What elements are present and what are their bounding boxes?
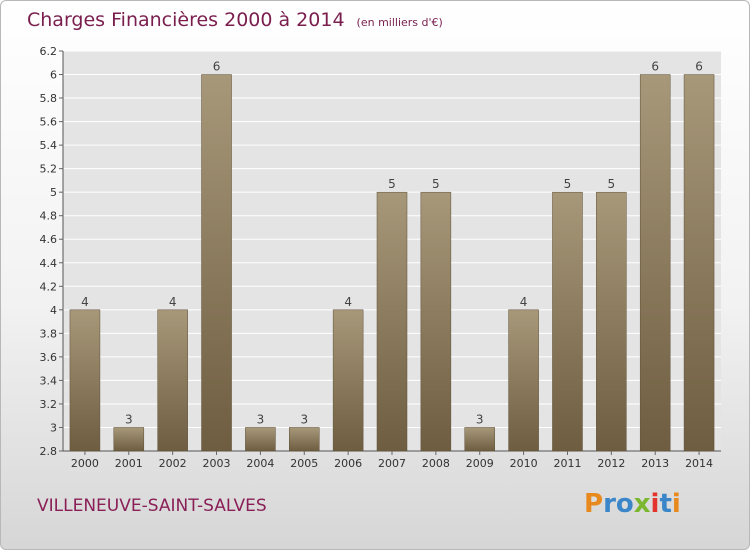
- bar-value-label: 6: [695, 60, 703, 74]
- bar-value-label: 3: [257, 412, 265, 426]
- x-tick-label: 2007: [378, 457, 406, 470]
- y-tick-label: 3: [50, 421, 57, 434]
- y-tick-label: 5.8: [40, 92, 58, 105]
- y-tick-label: 3.4: [40, 374, 58, 387]
- y-tick-label: 4.8: [40, 210, 58, 223]
- x-tick-label: 2010: [510, 457, 538, 470]
- bar: [113, 427, 145, 452]
- x-tick-label: 2003: [203, 457, 231, 470]
- logo-letter: P: [584, 489, 604, 519]
- x-tick-label: 2012: [597, 457, 625, 470]
- commune-name: VILLENEUVE-SAINT-SALVES: [37, 496, 267, 516]
- y-tick-label: 4.6: [40, 233, 58, 246]
- x-tick-label: 2004: [246, 457, 274, 470]
- x-tick-label: 2009: [466, 457, 494, 470]
- bar: [332, 309, 364, 452]
- proxiti-logo: Proxiti: [584, 489, 681, 519]
- bar: [639, 74, 671, 452]
- bar: [464, 427, 495, 452]
- chart-title-text: Charges Financières 2000 à 2014: [27, 9, 345, 31]
- y-tick-label: 4.2: [40, 280, 58, 293]
- y-tick-label: 4: [50, 304, 57, 317]
- logo-letter: x: [633, 489, 651, 519]
- bar: [552, 191, 583, 452]
- bar-value-label: 5: [388, 177, 396, 191]
- bar: [289, 427, 320, 452]
- logo-letter: i: [671, 489, 681, 519]
- bar-value-label: 5: [608, 177, 616, 191]
- x-tick-label: 2013: [641, 457, 669, 470]
- bar-value-label: 5: [564, 177, 572, 191]
- bar: [508, 309, 539, 452]
- bar-value-label: 4: [520, 295, 528, 309]
- x-tick-label: 2001: [115, 457, 143, 470]
- x-tick-label: 2014: [685, 457, 713, 470]
- bar-value-label: 3: [300, 412, 308, 426]
- bar: [683, 74, 715, 452]
- bar-value-label: 4: [81, 295, 89, 309]
- bar: [420, 191, 452, 452]
- logo-letter: t: [659, 489, 672, 519]
- y-tick-label: 3.6: [40, 351, 58, 364]
- y-tick-label: 3.8: [40, 327, 58, 340]
- bar: [376, 191, 408, 452]
- y-tick-label: 5.4: [40, 139, 58, 152]
- x-tick-label: 2002: [159, 457, 187, 470]
- logo-letter: o: [615, 489, 634, 519]
- bar: [596, 191, 627, 452]
- x-tick-label: 2008: [422, 457, 450, 470]
- y-tick-label: 5.2: [40, 163, 58, 176]
- y-tick-label: 3.2: [40, 398, 58, 411]
- x-tick-label: 2005: [290, 457, 318, 470]
- bar: [245, 427, 276, 452]
- bar-value-label: 4: [344, 295, 352, 309]
- x-tick-label: 2011: [553, 457, 581, 470]
- y-tick-label: 2.8: [40, 445, 58, 458]
- bar-value-label: 5: [432, 177, 440, 191]
- y-tick-label: 4.4: [40, 257, 58, 270]
- bar-value-label: 6: [213, 60, 221, 74]
- bar-value-label: 4: [169, 295, 177, 309]
- y-tick-label: 6.2: [40, 45, 58, 58]
- x-tick-label: 2006: [334, 457, 362, 470]
- bar-value-label: 6: [651, 60, 659, 74]
- chart-title: Charges Financières 2000 à 2014 (en milli…: [27, 9, 443, 31]
- y-tick-label: 5: [50, 186, 57, 199]
- bar: [201, 74, 232, 452]
- bar: [69, 309, 101, 452]
- bar-value-label: 3: [125, 412, 133, 426]
- x-tick-label: 2000: [71, 457, 99, 470]
- y-tick-label: 5.6: [40, 116, 58, 129]
- logo-letter: i: [650, 489, 660, 519]
- bar-value-label: 3: [476, 412, 484, 426]
- bar: [157, 309, 188, 452]
- y-tick-label: 6: [50, 69, 57, 82]
- chart-subtitle: (en milliers d'€): [356, 16, 443, 29]
- logo-letter: r: [603, 489, 616, 519]
